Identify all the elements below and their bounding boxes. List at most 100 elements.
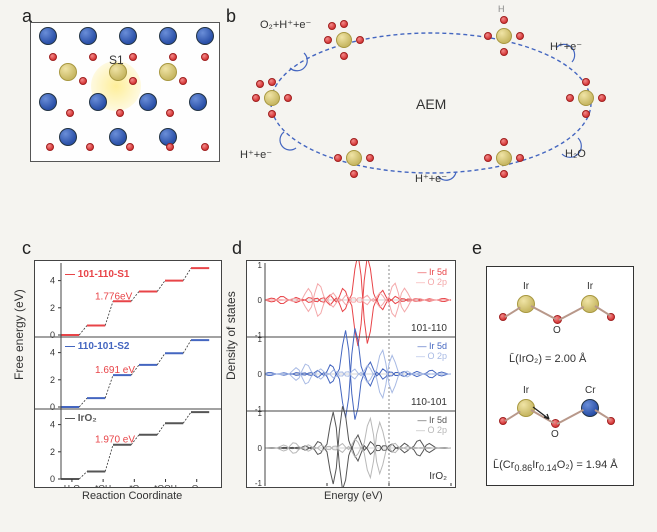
- annot-o2: O₂+H⁺+e⁻: [260, 18, 311, 31]
- svg-text:IrO₂: IrO₂: [429, 471, 447, 482]
- atom-cr: [59, 128, 77, 146]
- atom-o: [46, 143, 54, 151]
- bond: [557, 409, 584, 425]
- svg-text:2: 2: [50, 375, 55, 385]
- atom-cr: [139, 93, 157, 111]
- panel-label-c: c: [22, 238, 31, 259]
- atom-ir: [517, 295, 535, 313]
- site-label: S1: [109, 53, 124, 67]
- bond: [531, 305, 557, 320]
- atom-o: [66, 109, 74, 117]
- panel-label-e: e: [472, 238, 482, 259]
- atom-o: [166, 143, 174, 151]
- svg-text:1: 1: [258, 409, 263, 418]
- atom-o: [201, 53, 209, 61]
- svg-text:0: 0: [50, 330, 55, 340]
- annot-1: H⁺+e⁻: [550, 40, 582, 53]
- atom-cr: [79, 27, 97, 45]
- atom-cr: [39, 27, 57, 45]
- panel-label-d: d: [232, 238, 242, 259]
- svg-text:— 110-101-S2: — 110-101-S2: [65, 341, 130, 352]
- atom-o: [116, 109, 124, 117]
- panel-e: Ir Ir O L̄(IrO₂) = 2.00 Å Ir Cr O L̄(Cr0…: [486, 266, 634, 486]
- atom-cr: [189, 93, 207, 111]
- svg-text:2: 2: [50, 447, 55, 457]
- atom-cr: [196, 27, 214, 45]
- atom-cr: [581, 399, 599, 417]
- svg-text:-5: -5: [323, 487, 331, 488]
- atom-o: [201, 143, 209, 151]
- atom-o: [179, 77, 187, 85]
- atom-cr: [109, 128, 127, 146]
- atom-cr: [39, 93, 57, 111]
- svg-text:— O 2p: — O 2p: [416, 351, 447, 361]
- bond: [504, 411, 520, 422]
- caption-top: L̄(IrO₂) = 2.00 Å: [509, 353, 586, 365]
- panel-d: Density of states — Ir 5d— O 2p101-11010…: [246, 260, 456, 504]
- svg-text:5: 5: [448, 487, 453, 488]
- atom-o: [49, 53, 57, 61]
- svg-text:0: 0: [50, 402, 55, 412]
- svg-text:*O: *O: [129, 483, 139, 488]
- svg-text:*OOH: *OOH: [154, 483, 177, 488]
- svg-text:4: 4: [50, 276, 55, 286]
- svg-text:1.776eV: 1.776eV: [95, 291, 133, 302]
- atom-cr: [89, 93, 107, 111]
- svg-text:H₂O: H₂O: [64, 483, 80, 488]
- caption-bottom: L̄(Cr0.86Ir0.14O₂) = 1.94 Å: [493, 459, 618, 473]
- svg-text:— O 2p: — O 2p: [416, 425, 447, 435]
- atom-ir: [159, 63, 177, 81]
- atom-o: [126, 143, 134, 151]
- aem-label: AEM: [416, 96, 446, 112]
- ylabel-c: Free energy (eV): [12, 289, 26, 380]
- annot-2: H₂O: [565, 148, 586, 160]
- svg-text:— O 2p: — O 2p: [416, 277, 447, 287]
- label-cr-b: Cr: [585, 385, 596, 396]
- bond: [594, 409, 610, 420]
- svg-text:0: 0: [386, 487, 391, 488]
- svg-text:4: 4: [50, 420, 55, 430]
- svg-text:0: 0: [258, 370, 263, 379]
- svg-text:O₂: O₂: [192, 483, 202, 488]
- svg-text:*OH: *OH: [95, 483, 111, 488]
- atom-ir: [581, 295, 599, 313]
- label-ir-1: Ir: [523, 281, 529, 292]
- atom-o: [129, 53, 137, 61]
- svg-text:101-110: 101-110: [411, 323, 447, 334]
- xlabel-c: Reaction Coordinate: [82, 490, 182, 502]
- label-o-top: O: [553, 325, 561, 336]
- atom-o: [89, 53, 97, 61]
- svg-text:110-101: 110-101: [411, 397, 447, 408]
- atom-cr: [119, 27, 137, 45]
- svg-text:— Ir 5d: — Ir 5d: [417, 341, 447, 351]
- svg-text:— 101-110-S1: — 101-110-S1: [65, 269, 130, 280]
- atom-cr: [159, 27, 177, 45]
- chart-c: 0 2 4 — 101-110-S1 1.776eV 0 2 4 — 110-101-S2 1.6…: [34, 260, 222, 488]
- svg-text:— Ir 5d: — Ir 5d: [417, 415, 447, 425]
- atom-o: [129, 77, 137, 85]
- ylabel-d: Density of states: [224, 291, 238, 380]
- panel-a: S1: [30, 22, 220, 162]
- svg-text:0: 0: [50, 474, 55, 484]
- label-ir-2: Ir: [587, 281, 593, 292]
- svg-text:1: 1: [258, 335, 263, 344]
- atom-o: [79, 77, 87, 85]
- bond: [504, 307, 520, 318]
- atom-o: [166, 109, 174, 117]
- svg-text:-10: -10: [258, 487, 271, 488]
- atom-o: [169, 53, 177, 61]
- annot-3: H⁺+e⁻: [415, 172, 447, 185]
- bond: [559, 306, 585, 321]
- bond: [594, 305, 610, 316]
- svg-text:1: 1: [258, 261, 263, 270]
- svg-text:— Ir 5d: — Ir 5d: [417, 267, 447, 277]
- chart-d: — Ir 5d— O 2p101-11010-1— Ir 5d— O 2p110…: [246, 260, 456, 488]
- xlabel-d: Energy (eV): [324, 490, 383, 502]
- svg-text:2: 2: [50, 303, 55, 313]
- svg-text:1.691 eV: 1.691 eV: [95, 365, 135, 376]
- panel-c: Free energy (eV) 024— 101-110-S11.776eV0…: [34, 260, 222, 504]
- svg-text:4: 4: [50, 348, 55, 358]
- svg-text:— IrO₂: — IrO₂: [65, 413, 97, 424]
- svg-text:0: 0: [258, 296, 263, 305]
- atom-o: [86, 143, 94, 151]
